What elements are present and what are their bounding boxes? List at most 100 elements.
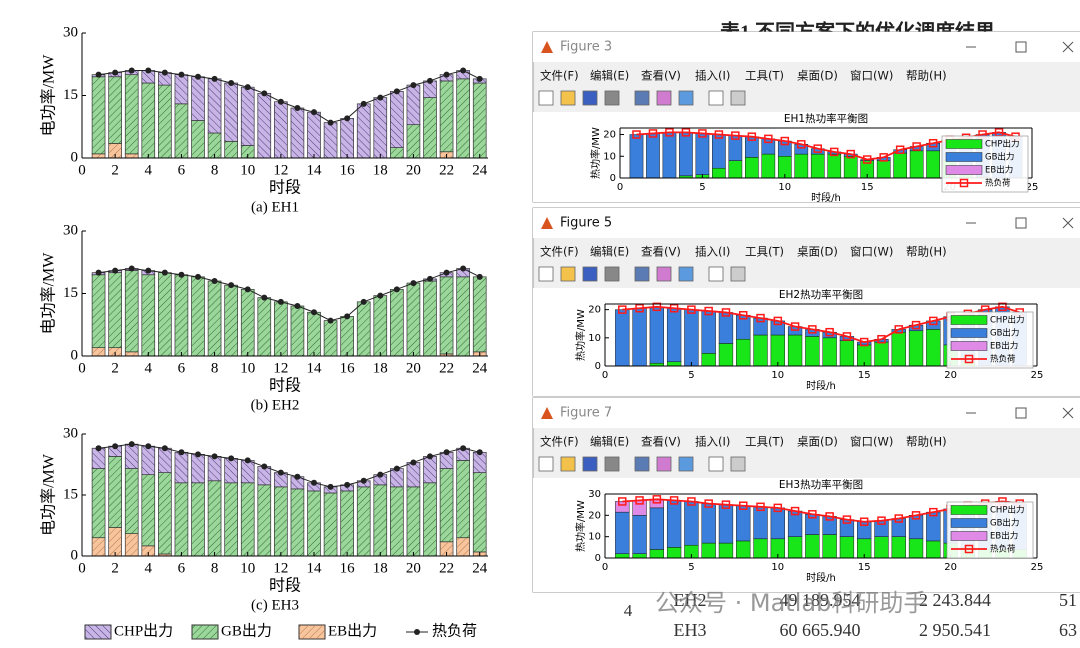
- menu-item[interactable]: 窗口(W): [850, 69, 893, 83]
- toolbar-button[interactable]: [538, 456, 554, 472]
- toolbar-button[interactable]: [708, 90, 724, 106]
- load-marker: [128, 67, 135, 74]
- bar-hatch: [357, 486, 371, 556]
- bar-hatch: [440, 541, 454, 556]
- toolbar-button[interactable]: [656, 90, 672, 106]
- x-tick-label: 20: [944, 370, 957, 381]
- x-tick-label: 0: [617, 182, 623, 193]
- toolbar-button[interactable]: [730, 456, 746, 472]
- bar-segment: [632, 553, 647, 559]
- menu-item[interactable]: 文件(F): [540, 69, 579, 83]
- load-marker: [161, 69, 168, 76]
- toolbar-button[interactable]: [634, 456, 650, 472]
- load-marker: [145, 67, 152, 74]
- load-marker: [476, 449, 483, 456]
- menu-item[interactable]: 查看(V): [641, 435, 681, 449]
- menu-item[interactable]: 帮助(H): [906, 245, 947, 259]
- menu-item[interactable]: 工具(T): [745, 245, 784, 259]
- load-marker: [344, 115, 351, 122]
- toolbar-button[interactable]: [604, 90, 620, 106]
- toolbar-button[interactable]: [560, 456, 576, 472]
- bar-hatch: [191, 120, 205, 158]
- window-title: Figure 5: [560, 216, 612, 231]
- bar-hatch: [257, 93, 271, 158]
- toolbar-button[interactable]: [634, 266, 650, 282]
- menu-item[interactable]: 插入(I): [695, 435, 730, 449]
- menu-item[interactable]: 编辑(E): [590, 435, 629, 449]
- toolbar-button[interactable]: [634, 90, 650, 106]
- bar-hatch: [324, 320, 338, 356]
- menu-item[interactable]: 桌面(D): [797, 69, 838, 83]
- menu-item[interactable]: 查看(V): [641, 245, 681, 259]
- bar-hatch: [473, 276, 487, 352]
- toolbar-button[interactable]: [582, 266, 598, 282]
- menu-item[interactable]: 文件(F): [540, 435, 579, 449]
- load-marker: [443, 269, 450, 276]
- bar-segment: [805, 336, 820, 367]
- y-tick-label: 15: [63, 87, 78, 103]
- bar-hatch: [174, 274, 188, 356]
- toolbar-button[interactable]: [678, 90, 694, 106]
- toolbar-button[interactable]: [538, 90, 554, 106]
- load-marker: [859, 337, 869, 347]
- load-marker: [859, 517, 869, 526]
- menu-item[interactable]: 窗口(W): [850, 245, 893, 259]
- bar-segment: [822, 534, 837, 559]
- menu-item[interactable]: 窗口(W): [850, 435, 893, 449]
- bar-hatch: [125, 468, 139, 534]
- toolbar-button[interactable]: [708, 266, 724, 282]
- toolbar-button[interactable]: [604, 266, 620, 282]
- menu-item[interactable]: 帮助(H): [906, 69, 947, 83]
- menu-item[interactable]: 编辑(E): [590, 69, 629, 83]
- toolbar-button[interactable]: [730, 90, 746, 106]
- toolbar-button[interactable]: [656, 456, 672, 472]
- toolbar-button[interactable]: [582, 456, 598, 472]
- toolbar-button[interactable]: [656, 266, 672, 282]
- toolbar-button[interactable]: [538, 266, 554, 282]
- bar-hatch: [141, 70, 155, 83]
- toolbar-button[interactable]: [604, 456, 620, 472]
- menu-item[interactable]: 插入(I): [695, 245, 730, 259]
- menu-item[interactable]: 查看(V): [641, 69, 681, 83]
- bar-segment: [843, 156, 858, 179]
- menu-item[interactable]: 帮助(H): [906, 435, 947, 449]
- toolbar-button[interactable]: [678, 266, 694, 282]
- bar-segment: [744, 157, 759, 179]
- menu-item[interactable]: 编辑(E): [590, 245, 629, 259]
- maximize-button: [1015, 41, 1027, 53]
- toolbar-button[interactable]: [560, 266, 576, 282]
- y-tick-label: 0: [71, 347, 79, 363]
- toolbar-button[interactable]: [730, 266, 746, 282]
- load-marker: [635, 303, 644, 313]
- x-tick-label: 0: [78, 360, 86, 376]
- load-marker: [825, 512, 834, 521]
- table-cell: EH2: [674, 590, 707, 610]
- bar-hatch: [440, 468, 454, 542]
- menu-item[interactable]: 桌面(D): [797, 245, 838, 259]
- bar-hatch: [158, 448, 172, 473]
- bar-segment: [649, 499, 665, 509]
- x-tick-label: 20: [406, 162, 421, 178]
- close-button: [1062, 217, 1074, 229]
- legend-swatch: [950, 341, 988, 351]
- bar-hatch: [174, 482, 188, 556]
- x-tick-label: 25: [1031, 562, 1044, 573]
- bar-hatch: [92, 347, 106, 356]
- load-marker: [360, 100, 367, 107]
- load-marker: [443, 449, 450, 456]
- bar-hatch: [191, 454, 205, 483]
- menu-item[interactable]: 工具(T): [745, 69, 784, 83]
- menu-item[interactable]: 插入(I): [695, 69, 730, 83]
- bar-hatch: [373, 484, 387, 556]
- menu-item[interactable]: 文件(F): [540, 245, 579, 259]
- bar-hatch: [108, 456, 122, 528]
- load-marker: [704, 499, 713, 508]
- load-marker: [410, 280, 417, 287]
- toolbar-button[interactable]: [708, 456, 724, 472]
- toolbar-button[interactable]: [678, 456, 694, 472]
- bar-hatch: [307, 112, 321, 158]
- menu-item[interactable]: 工具(T): [745, 435, 784, 449]
- toolbar-button[interactable]: [582, 90, 598, 106]
- menu-item[interactable]: 桌面(D): [797, 435, 838, 449]
- toolbar-button[interactable]: [560, 90, 576, 106]
